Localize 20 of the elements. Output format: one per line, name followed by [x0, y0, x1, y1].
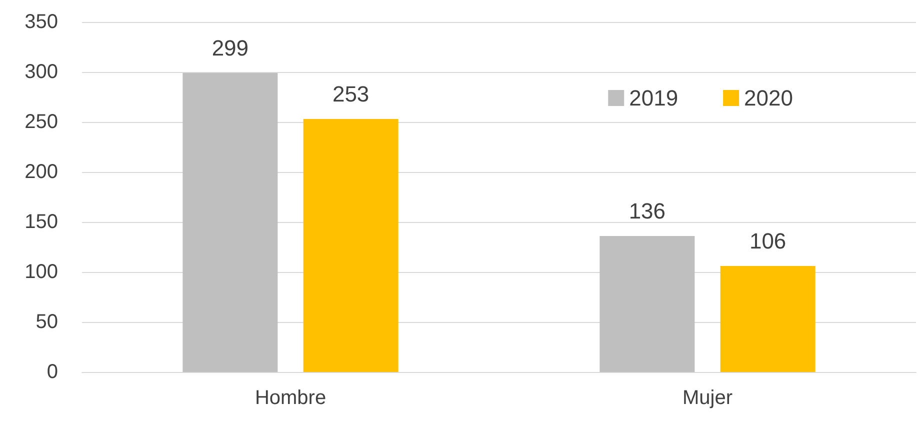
bar: [182, 73, 278, 372]
data-label: 253: [332, 82, 370, 106]
y-tick-label: 300: [24, 61, 58, 83]
bar: [720, 266, 816, 372]
y-tick-label: 200: [24, 161, 58, 183]
data-label: 136: [628, 198, 666, 224]
y-tick-label: 250: [24, 111, 58, 133]
y-tick-label: 150: [24, 211, 58, 233]
bar: [303, 119, 398, 372]
x-tick-label: Mujer: [682, 387, 733, 409]
data-label: 106: [749, 228, 786, 254]
y-tick-label: 100: [24, 261, 58, 283]
x-tick-label: Hombre: [254, 387, 326, 409]
legend-label: 2020: [744, 86, 794, 110]
data-label: 299: [212, 36, 249, 60]
y-tick-label: 350: [24, 11, 58, 33]
y-tick-label: 50: [36, 311, 58, 333]
bar: [600, 236, 695, 372]
y-tick-label: 0: [46, 361, 58, 383]
legend-label: 2019: [629, 86, 678, 110]
